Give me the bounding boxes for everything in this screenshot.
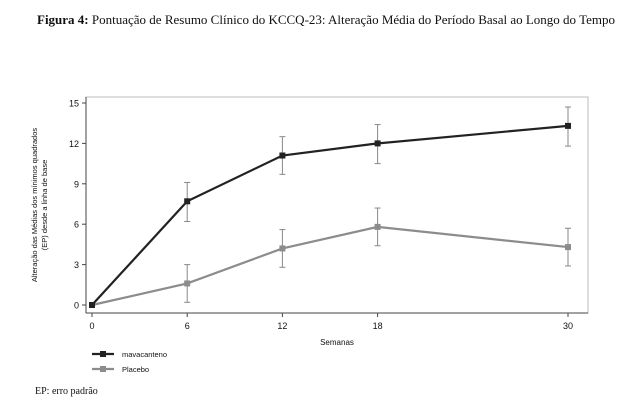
series-line <box>91 225 569 307</box>
y-tick-label: 3 <box>74 260 79 270</box>
series-line <box>91 124 569 306</box>
data-point <box>565 122 571 129</box>
y-tick-label: 9 <box>74 179 79 189</box>
x-tick-label: 6 <box>185 321 190 331</box>
y-tick-label: 6 <box>74 220 79 230</box>
x-tick-label: 30 <box>563 321 573 331</box>
plot-frame <box>85 96 589 314</box>
data-point <box>279 245 286 252</box>
data-point <box>279 152 286 159</box>
y-tick-label: 15 <box>69 99 79 109</box>
x-axis-title: Semanas <box>320 338 354 347</box>
data-point <box>184 280 191 287</box>
x-tick-label: 0 <box>89 321 94 331</box>
x-tick-label: 12 <box>277 321 287 331</box>
y-axis-title-line: Alteração das Médias dos mínimos quadrad… <box>30 128 39 282</box>
legend-marker <box>100 351 106 357</box>
y-axis-title-line: (EP) desde a linha de base <box>40 160 49 250</box>
data-point <box>374 223 381 230</box>
series-1 <box>89 207 571 308</box>
series-0 <box>89 106 571 308</box>
figure-label: Figura 4: <box>37 12 89 27</box>
data-point <box>565 244 571 251</box>
footnote: EP: erro padrão <box>35 386 98 397</box>
y-tick-label: 0 <box>74 301 79 311</box>
x-tick-label: 18 <box>373 321 383 331</box>
legend-marker <box>100 366 106 372</box>
figure-caption: Figura 4: Pontuação de Resumo Clínico do… <box>37 8 617 31</box>
figure-title: Pontuação de Resumo Clínico do KCCQ-23: … <box>91 12 615 27</box>
data-point <box>374 140 381 147</box>
y-tick-label: 12 <box>69 139 79 149</box>
legend-label: mavacanteno <box>122 350 167 359</box>
legend-label: Placebo <box>122 365 149 374</box>
data-point <box>89 302 95 308</box>
data-point <box>184 198 191 205</box>
y-axis-title: Alteração das Médias dos mínimos quadrad… <box>30 128 49 282</box>
